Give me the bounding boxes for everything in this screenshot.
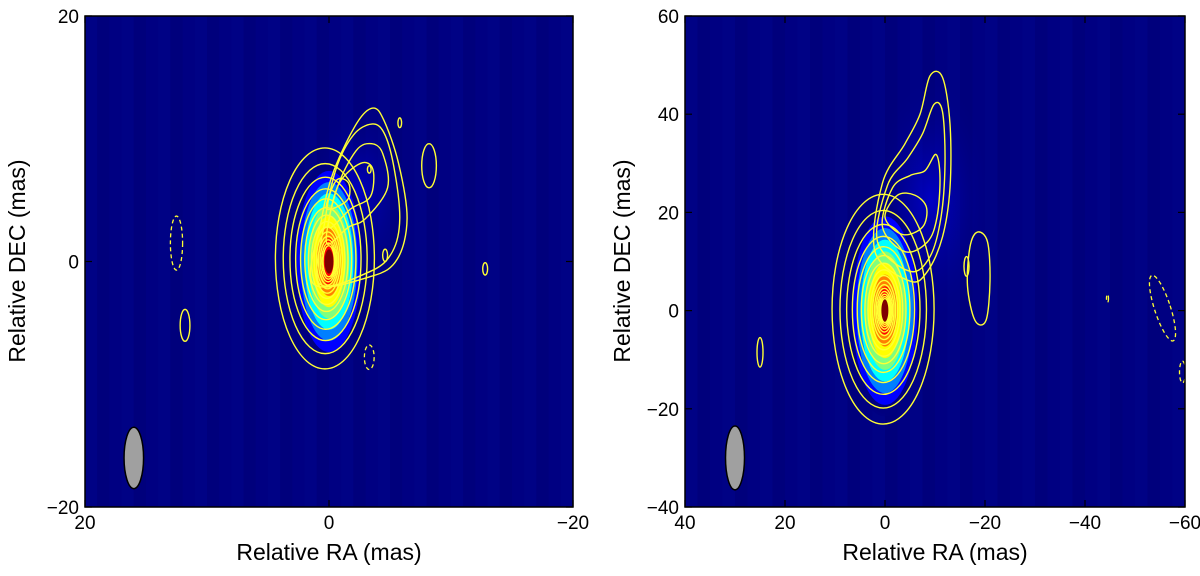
left-y-axis-label: Relative DEC (mas) [4, 159, 30, 362]
right-x-tick-label: 0 [880, 513, 891, 534]
right-x-tick-label: 20 [774, 513, 795, 534]
right-contour-level [860, 254, 907, 365]
left-x-tick-label: 0 [324, 513, 335, 534]
left-isolated-contour [366, 165, 372, 174]
left-negative-contour [169, 215, 184, 271]
left-x-axis-label: Relative RA (mas) [236, 539, 421, 565]
right-jet-contours [872, 70, 991, 326]
right-y-axis-label: Relative DEC (mas) [609, 159, 635, 362]
left-jet-contour [325, 177, 351, 211]
right-x-tick-label: 40 [674, 513, 695, 534]
right-contour-level [856, 245, 911, 374]
right-y-tick-label: 40 [658, 105, 679, 126]
left-isolated-contour [397, 117, 403, 129]
left-contour-level [322, 245, 336, 278]
right-beam-ellipse [724, 425, 746, 491]
right-negative-contour [1105, 293, 1110, 303]
right-jet-contour [875, 101, 946, 273]
right-contour-level [845, 223, 921, 396]
right-contour-level [839, 209, 928, 409]
left-y-tick-label: 0 [68, 253, 79, 274]
left-contour-level [274, 147, 376, 370]
right-jet-contour [966, 231, 991, 326]
left-contour-level [307, 214, 346, 306]
right-y-tick-label: −40 [647, 498, 679, 519]
right-contour-level [879, 297, 890, 324]
right-negative-contour [1178, 360, 1185, 384]
right-jet-contour [884, 192, 928, 236]
right-contour-level [869, 274, 899, 345]
left-contour-level [319, 239, 337, 283]
left-x-tick-label: 20 [74, 513, 95, 534]
right-plot-frame [684, 15, 1186, 508]
left-jet-contour [327, 161, 375, 229]
right-positive-contours [831, 193, 935, 425]
right-contour-level [873, 283, 895, 337]
right-jet-contour [881, 153, 941, 253]
left-beam-ellipse [123, 426, 145, 490]
left-isolated-contour [179, 308, 191, 342]
left-jet-contour [309, 107, 408, 288]
left-y-tick-label: 20 [58, 7, 79, 28]
right-x-axis-label: Relative RA (mas) [842, 539, 1027, 565]
right-isolated-contour [756, 336, 764, 368]
right-x-tick-label: −60 [1169, 513, 1200, 534]
left-contour-level [321, 242, 336, 280]
right-contour-level [864, 262, 904, 357]
left-jet-contour [325, 142, 390, 246]
right-y-tick-label: 20 [658, 203, 679, 224]
right-jet-contour [872, 70, 952, 283]
right-isolated-contour [963, 255, 970, 277]
left-panel: Relative RA (mas) Relative DEC (mas) 20 0… [4, 7, 589, 565]
left-jet-contours [309, 107, 408, 288]
right-contour-level [878, 293, 892, 328]
right-contour-level [867, 269, 901, 351]
right-y-tick-label: 60 [658, 7, 679, 28]
left-y-tick-label: −20 [47, 498, 79, 519]
right-y-tick-label: −20 [647, 400, 679, 421]
right-contour-level [876, 290, 893, 330]
right-contour-level [875, 287, 894, 333]
left-contour-level [289, 176, 362, 342]
left-isolated-contour [381, 248, 389, 263]
left-contour-level [294, 188, 357, 331]
left-isolated-contour [482, 262, 489, 276]
right-x-tick-label: −20 [969, 513, 1001, 534]
left-contour-level [282, 162, 368, 355]
left-x-tick-label: −20 [557, 513, 589, 534]
left-contour-level [317, 235, 338, 286]
right-contour-level [851, 235, 916, 384]
left-jet-contour [315, 123, 401, 287]
left-contour-level [315, 231, 340, 290]
right-contour-level [831, 193, 935, 425]
right-y-tick-label: 0 [668, 302, 679, 323]
left-isolated-contour [421, 142, 438, 189]
right-x-tick-label: −40 [1069, 513, 1101, 534]
right-contour-level [871, 279, 897, 341]
left-negative-contour [363, 344, 375, 371]
right-panel: Relative RA (mas) Relative DEC (mas) 40 2… [609, 7, 1200, 565]
